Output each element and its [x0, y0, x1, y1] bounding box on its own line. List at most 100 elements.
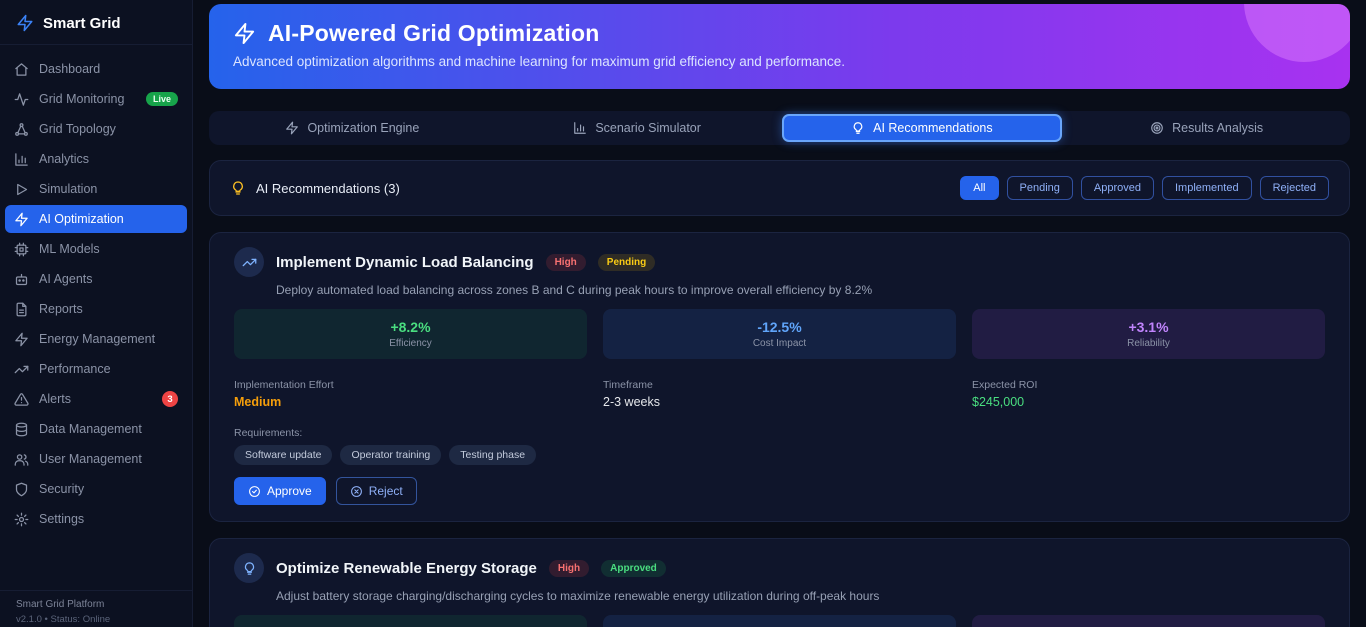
reject-button[interactable]: Reject [335, 477, 417, 505]
sidebar-item-label: Dashboard [39, 62, 101, 76]
gear-icon [14, 512, 29, 527]
sidebar-item-energy-management[interactable]: Energy Management [5, 325, 187, 353]
card-actions: Approve Reject [234, 477, 1325, 505]
tab-label: Scenario Simulator [595, 121, 701, 135]
requirements-list: Software update Operator training Testin… [234, 445, 1325, 465]
network-icon [14, 122, 29, 137]
sidebar-item-data-management[interactable]: Data Management [5, 415, 187, 443]
tab-optimization-engine[interactable]: Optimization Engine [212, 114, 493, 142]
detail-label: Expected ROI [972, 379, 1038, 391]
detail-expected-roi: Expected ROI $245,000 [972, 379, 1325, 409]
page-title: AI-Powered Grid Optimization [268, 20, 600, 46]
sidebar-item-label: ML Models [39, 242, 100, 256]
filter-pending[interactable]: Pending [1006, 176, 1073, 200]
recommendations-title: AI Recommendations (3) [256, 180, 400, 196]
requirement-chip: Operator training [340, 445, 442, 465]
stat-cost-impact: -12.5% Cost Impact [603, 309, 956, 359]
stat-reliability: +3.1% Reliability [972, 309, 1325, 359]
sidebar-item-ai-optimization[interactable]: AI Optimization [5, 205, 187, 233]
tab-bar: Optimization Engine Scenario Simulator A… [209, 111, 1350, 145]
sidebar-item-label: Grid Topology [39, 122, 116, 136]
filter-implemented[interactable]: Implemented [1161, 176, 1252, 200]
shield-icon [14, 482, 29, 497]
stat-label: Efficiency [389, 338, 432, 349]
detail-value: 2-3 weeks [603, 395, 660, 409]
detail-label: Timeframe [603, 379, 653, 391]
stat-box [972, 615, 1325, 627]
platform-version-status: v2.1.0 • Status: Online [16, 614, 111, 625]
recommendations-header: AI Recommendations (3) All Pending Appro… [209, 160, 1350, 216]
recommendation-title: Implement Dynamic Load Balancing [276, 253, 534, 271]
check-circle-icon [248, 485, 261, 498]
tab-label: Optimization Engine [307, 121, 420, 135]
sidebar-item-user-management[interactable]: User Management [5, 445, 187, 473]
requirement-chip: Testing phase [449, 445, 537, 465]
app-name: Smart Grid [43, 14, 121, 32]
sidebar-item-grid-topology[interactable]: Grid Topology [5, 115, 187, 143]
detail-value: Medium [234, 395, 282, 409]
sidebar-item-grid-monitoring[interactable]: Grid Monitoring Live [5, 85, 187, 113]
sidebar-item-reports[interactable]: Reports [5, 295, 187, 323]
detail-value: $245,000 [972, 395, 1025, 409]
banner-zap-icon [233, 22, 256, 45]
bar-chart-icon [573, 121, 587, 135]
lightbulb-icon [230, 180, 246, 196]
detail-implementation-effort: Implementation Effort Medium [234, 379, 587, 409]
tab-scenario-simulator[interactable]: Scenario Simulator [497, 114, 778, 142]
tab-ai-recommendations[interactable]: AI Recommendations [781, 114, 1063, 142]
filter-approved[interactable]: Approved [1080, 176, 1154, 200]
sidebar-item-security[interactable]: Security [5, 475, 187, 503]
filter-all[interactable]: All [960, 176, 999, 200]
page-header-banner: AI-Powered Grid Optimization Advanced op… [209, 4, 1350, 89]
target-icon [1150, 121, 1164, 135]
requirement-chip: Software update [234, 445, 333, 465]
recommendation-description: Adjust battery storage charging/discharg… [276, 589, 880, 603]
sidebar-item-analytics[interactable]: Analytics [5, 145, 187, 173]
sidebar-item-performance[interactable]: Performance [5, 355, 187, 383]
platform-name: Smart Grid Platform [16, 599, 105, 610]
sidebar-item-label: Security [39, 482, 85, 496]
x-circle-icon [350, 485, 363, 498]
sidebar-item-label: Analytics [39, 152, 90, 166]
sidebar-item-simulation[interactable]: Simulation [5, 175, 187, 203]
sidebar-item-label: Simulation [39, 182, 98, 196]
approve-label: Approve [267, 484, 312, 498]
energy-icon [14, 332, 29, 347]
filter-rejected[interactable]: Rejected [1259, 176, 1329, 200]
sidebar-item-alerts[interactable]: Alerts 3 [5, 385, 187, 413]
sidebar-item-label: Data Management [39, 422, 142, 436]
stat-value: +8.2% [390, 319, 431, 335]
sidebar-item-label: User Management [39, 452, 142, 466]
sidebar-item-label: Settings [39, 512, 85, 526]
sidebar-item-ml-models[interactable]: ML Models [5, 235, 187, 263]
filter-group: All Pending Approved Implemented Rejecte… [960, 176, 1329, 200]
sidebar-item-ai-agents[interactable]: AI Agents [5, 265, 187, 293]
database-icon [14, 422, 29, 437]
logo-zap-icon [16, 14, 34, 32]
sidebar: Smart Grid Dashboard Grid Monitoring Liv… [0, 0, 193, 627]
recommendation-card: Optimize Renewable Energy Storage High A… [209, 538, 1350, 627]
impact-stats [234, 615, 1325, 627]
play-icon [14, 182, 29, 197]
tab-results-analysis[interactable]: Results Analysis [1066, 114, 1347, 142]
home-icon [14, 62, 29, 77]
sidebar-item-label: Performance [39, 362, 111, 376]
activity-icon [14, 92, 29, 107]
status-badge: Pending [597, 253, 656, 271]
recommendation-description: Deploy automated load balancing across z… [276, 283, 873, 297]
zap-icon [14, 212, 29, 227]
stat-efficiency: +8.2% Efficiency [234, 309, 587, 359]
recommendation-avatar [234, 247, 264, 277]
lightbulb-icon [242, 561, 257, 576]
sidebar-item-dashboard[interactable]: Dashboard [5, 55, 187, 83]
tab-label: AI Recommendations [873, 121, 993, 135]
sidebar-item-settings[interactable]: Settings [5, 505, 187, 533]
main-content: AI-Powered Grid Optimization Advanced op… [193, 0, 1366, 627]
app-logo: Smart Grid [0, 0, 192, 45]
live-badge: Live [145, 92, 178, 106]
tab-label: Results Analysis [1172, 121, 1264, 135]
bot-icon [14, 272, 29, 287]
sidebar-item-label: AI Optimization [39, 212, 124, 226]
approve-button[interactable]: Approve [234, 477, 326, 505]
recommendation-card: Implement Dynamic Load Balancing High Pe… [209, 232, 1350, 522]
